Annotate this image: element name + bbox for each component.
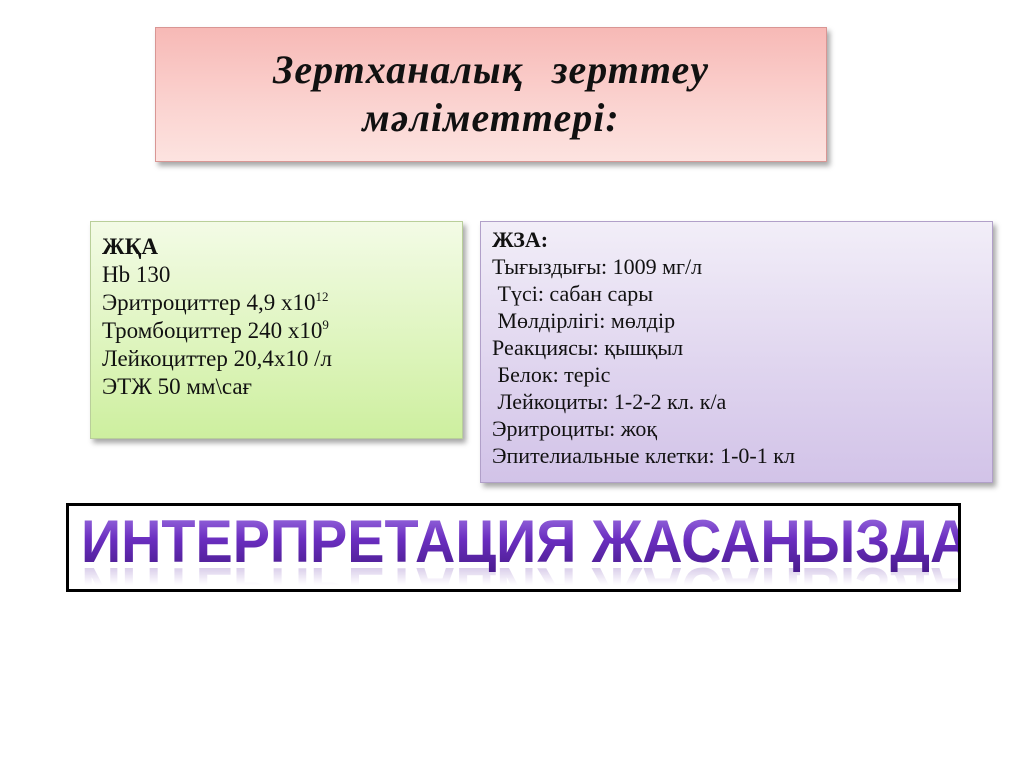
blood-test-box: ЖҚА Hb 130 Эритроциттер 4,9 х1012 Тромбо… (90, 221, 463, 439)
urine-line: Реакциясы: қышқыл (492, 335, 684, 360)
slide-title: Зертханалық зерттеу мәліметтері: (155, 27, 827, 162)
banner-text: ИНТЕРПРЕТАЦИЯ ЖАСАҢЫЗДАР (81, 512, 958, 572)
blood-test-heading: ЖҚА (102, 234, 159, 259)
platelets-value: Тромбоциттер 240 х109 (102, 317, 462, 345)
urine-test-heading: ЖЗА: (492, 227, 549, 252)
urine-line: Белок: теріс (492, 362, 611, 387)
interpretation-banner: ИНТЕРПРЕТАЦИЯ ЖАСАҢЫЗДАР (66, 503, 961, 592)
platelets-exponent: 9 (322, 317, 329, 332)
title-line-1: Зертханалық зерттеу (273, 47, 709, 92)
title-line-2: мәліметтері: (362, 95, 620, 140)
leukocytes-value: Лейкоциттер 20,4х10 /л (102, 346, 333, 371)
erythrocytes-value: Эритроциттер 4,9 х1012 (102, 289, 462, 317)
urine-test-box: ЖЗА: Тығыздығы: 1009 мг/л Түсі: сабан са… (480, 221, 993, 483)
esr-value: ЭТЖ 50 мм\сағ (102, 374, 252, 399)
urine-line: Эритроциты: жоқ (492, 416, 658, 441)
platelets-text: Тромбоциттер 240 х10 (102, 318, 323, 343)
erythrocytes-text: Эритроциттер 4,9 х10 (102, 290, 316, 315)
urine-line: Тығыздығы: 1009 мг/л (492, 254, 703, 279)
erythrocytes-exponent: 12 (315, 289, 329, 304)
urine-line: Мөлдірлігі: мөлдір (492, 308, 676, 333)
urine-line: Эпителиальные клетки: 1-0-1 кл (492, 443, 795, 468)
hb-value: Hb 130 (102, 262, 171, 287)
urine-line: Лейкоциты: 1-2-2 кл. к/а (492, 389, 727, 414)
urine-line: Түсі: сабан сары (492, 281, 654, 306)
